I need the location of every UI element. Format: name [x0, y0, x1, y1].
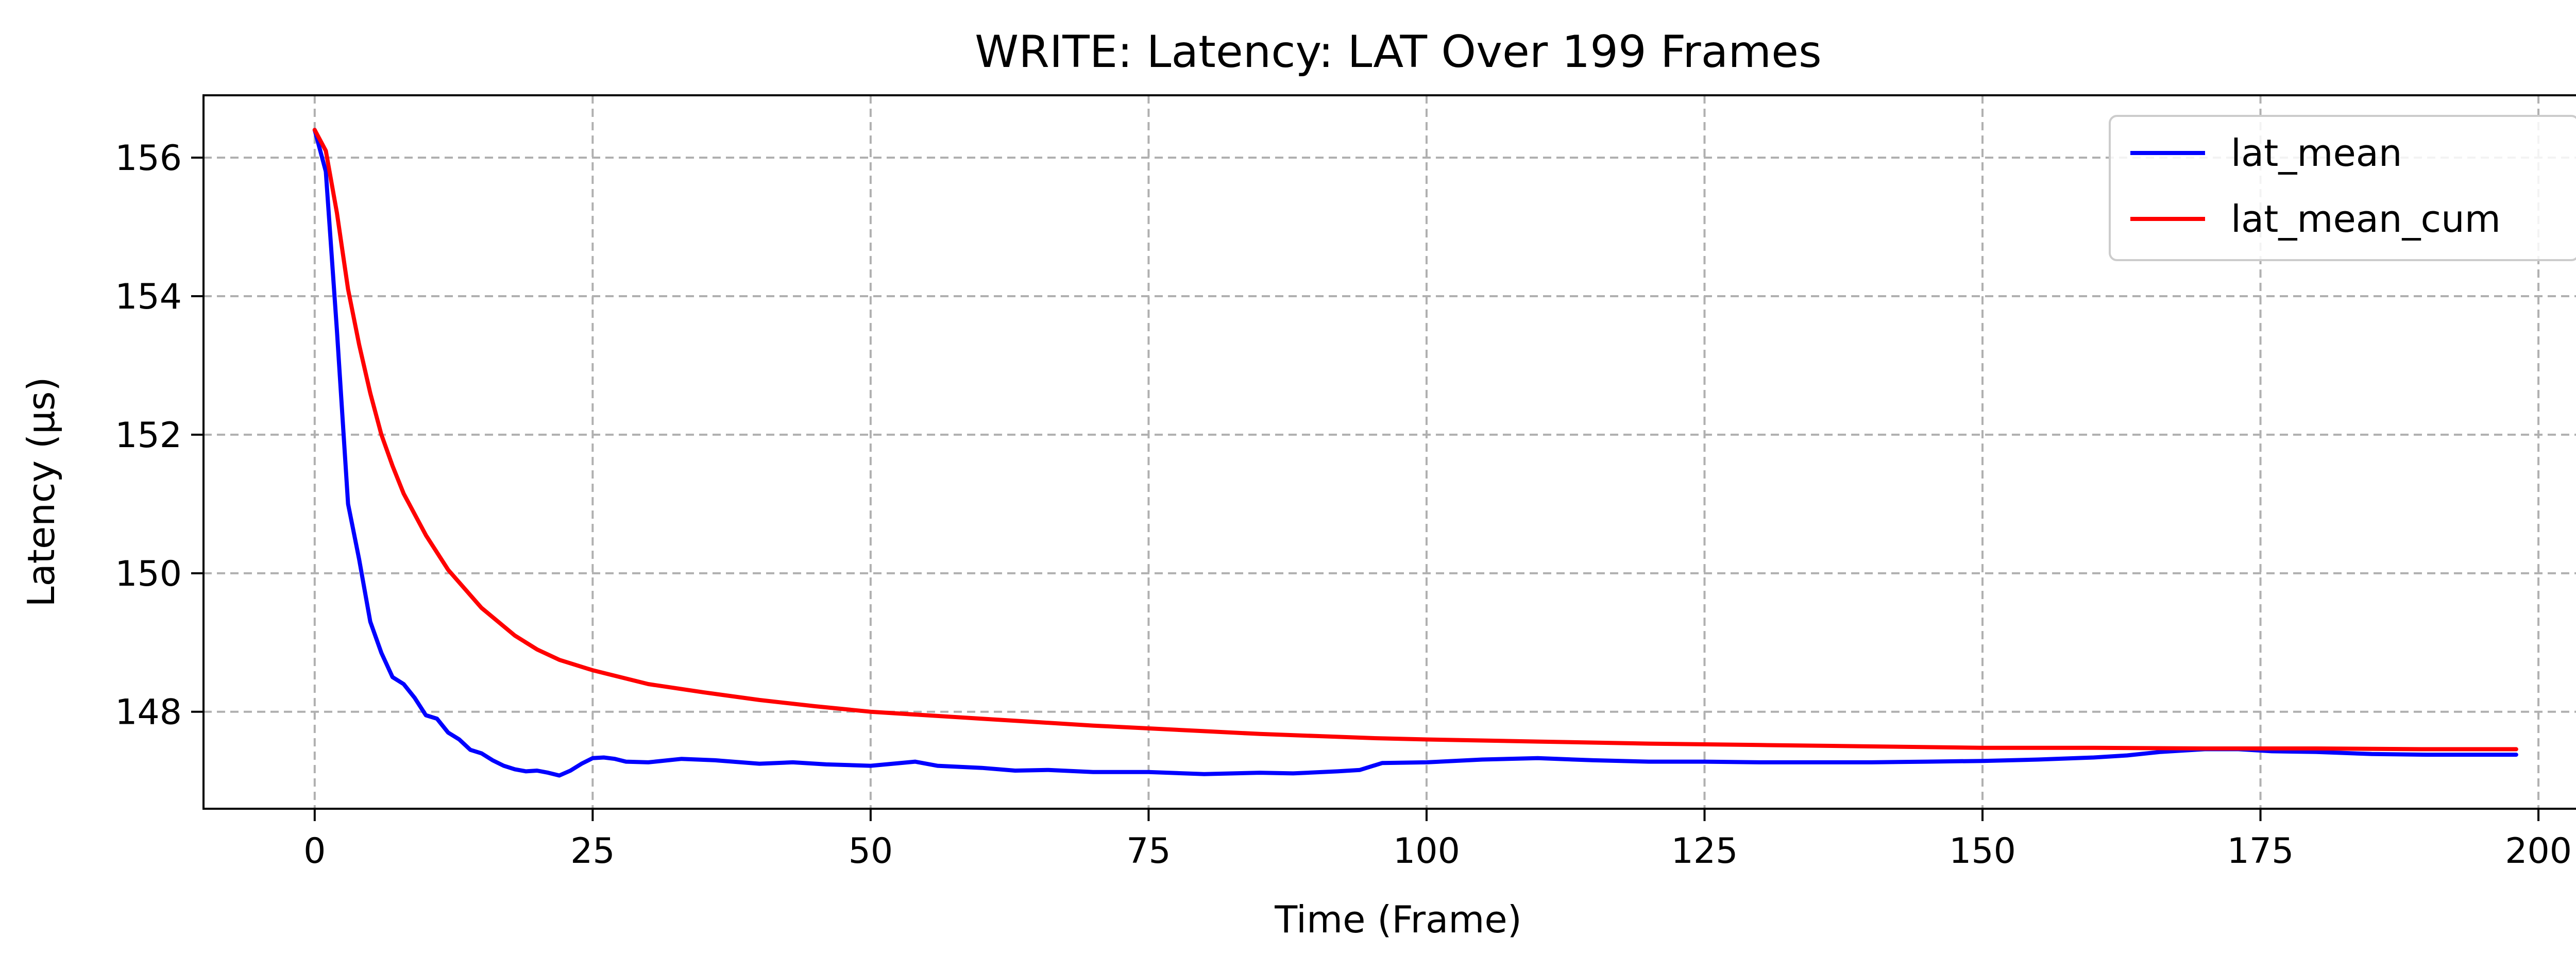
x-tick-label: 150 [1949, 831, 2016, 872]
y-tick-label: 154 [115, 277, 182, 317]
series-line-lat-mean-cum [312, 128, 2518, 752]
legend: lat_mean lat_mean_cum [2109, 115, 2576, 261]
y-tick-label: 150 [115, 554, 182, 594]
y-axis: 148 150 152 154 156 [115, 138, 204, 733]
x-tick-label: 125 [1671, 831, 1738, 872]
x-tick-label: 175 [2227, 831, 2294, 872]
x-tick-label: 200 [2505, 831, 2572, 872]
y-tick-label: 156 [115, 138, 182, 179]
x-tick-label: 50 [849, 831, 893, 872]
x-tick-label: 0 [303, 831, 326, 872]
x-tick-label: 75 [1126, 831, 1171, 872]
y-tick-label: 152 [115, 415, 182, 456]
legend-label-lat-mean: lat_mean [2231, 131, 2402, 175]
legend-label-lat-mean-cum: lat_mean_cum [2231, 197, 2501, 241]
x-axis: 0 25 50 75 100 125 150 175 200 [303, 809, 2572, 872]
y-tick-label: 148 [115, 692, 182, 733]
plot-frame [202, 94, 2576, 810]
grid-lines [204, 95, 2576, 809]
legend-box [2109, 115, 2576, 261]
y-axis-label: Latency (µs) [20, 377, 63, 607]
chart-title: WRITE: Latency: LAT Over 199 Frames [975, 26, 1822, 78]
plot-area [202, 94, 2576, 810]
x-axis-label: Time (Frame) [1274, 898, 1522, 941]
series-lines [312, 128, 2518, 778]
x-tick-label: 100 [1393, 831, 1460, 872]
series-line-lat-mean [312, 128, 2518, 778]
x-tick-label: 25 [570, 831, 615, 872]
